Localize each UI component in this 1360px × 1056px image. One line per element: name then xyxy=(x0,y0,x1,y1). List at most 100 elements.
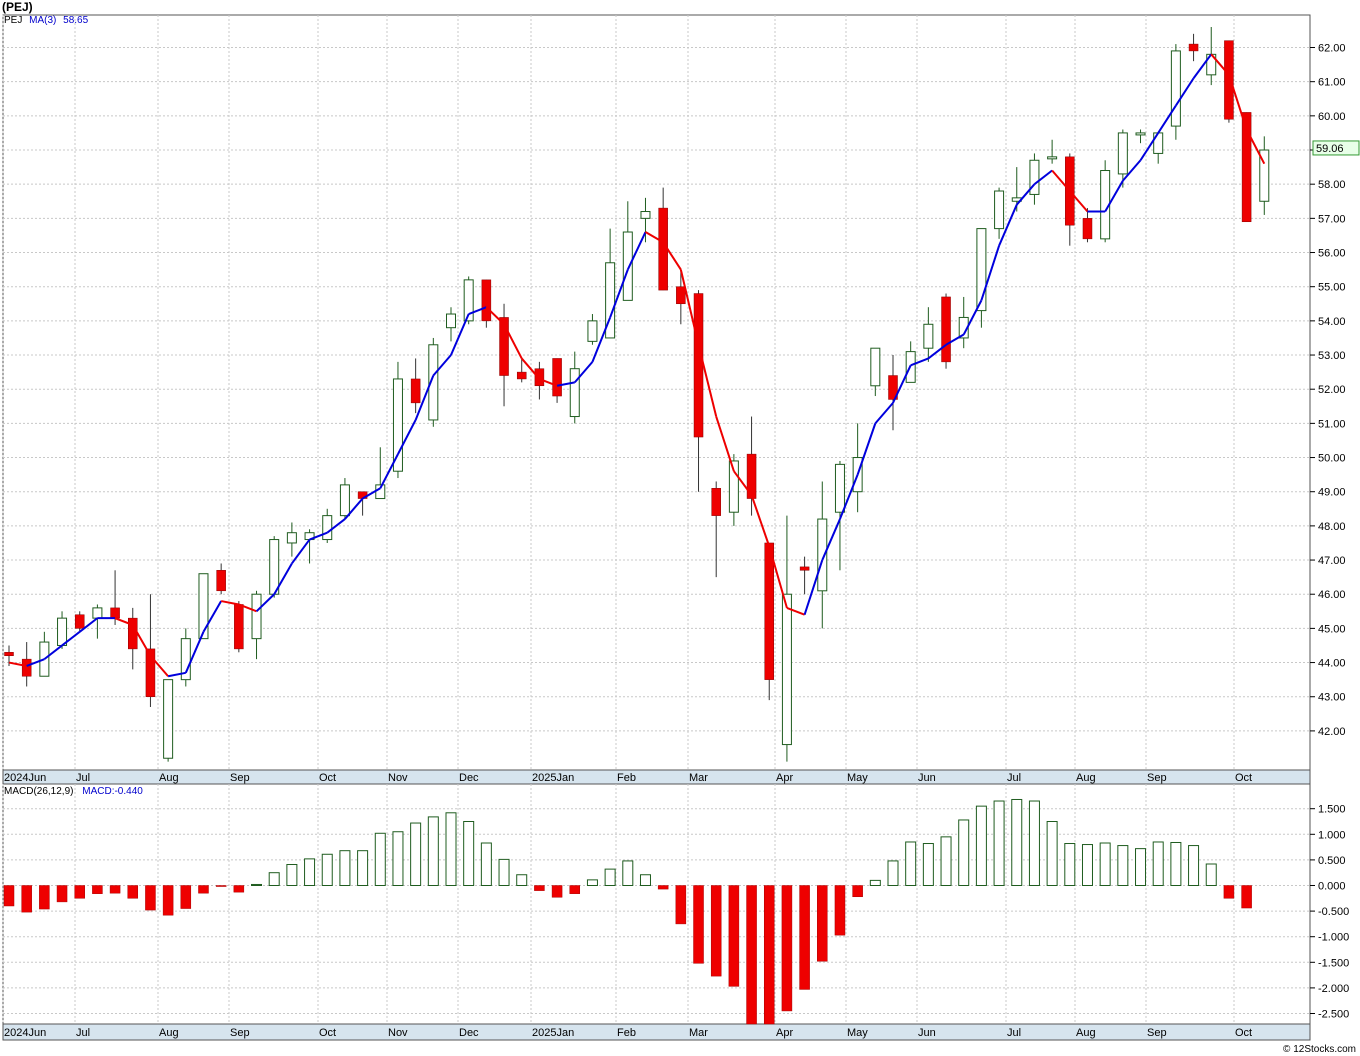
macd-bar-positive xyxy=(427,816,439,887)
ma-label: MA(3) xyxy=(29,15,57,26)
candle-body-down xyxy=(74,614,85,629)
macd-bar-negative xyxy=(92,885,103,894)
macd-bar-negative xyxy=(180,885,192,909)
macd-bar-positive xyxy=(1028,800,1040,887)
macd-bar-positive xyxy=(993,800,1005,887)
price-x-axis-band xyxy=(2,769,1311,785)
macd-y-tick-label: 1.500 xyxy=(1318,804,1346,816)
macd-x-tick-label: Nov xyxy=(388,1027,408,1039)
macd-x-tick-label: Aug xyxy=(159,1027,179,1039)
price-y-tick-label: 58.00 xyxy=(1318,179,1346,191)
macd-bar-positive xyxy=(604,868,616,887)
price-y-tick-label: 48.00 xyxy=(1318,521,1346,533)
macd-bar-negative xyxy=(74,885,85,899)
price-y-tick-label: 43.00 xyxy=(1318,692,1346,704)
macd-bar-negative xyxy=(1223,885,1235,899)
ma-segment xyxy=(432,354,452,377)
macd-bar-negative xyxy=(569,885,581,894)
ma-segment xyxy=(414,375,435,421)
candle-body-down xyxy=(110,607,120,619)
macd-bar-negative xyxy=(162,885,174,916)
macd-panel xyxy=(2,783,1311,1025)
candle-body-down xyxy=(1241,112,1252,223)
ma-segment xyxy=(574,361,594,384)
ma-segment xyxy=(79,617,99,633)
ma-segment xyxy=(750,494,771,547)
price-x-tick-label: Dec xyxy=(459,772,479,784)
ma-segment xyxy=(1157,105,1177,134)
price-x-tick-label: 2025Jan xyxy=(532,772,574,784)
macd-bar-negative xyxy=(710,885,722,977)
ma-segment xyxy=(626,231,647,271)
macd-bar-positive xyxy=(1011,798,1023,887)
ma-segment xyxy=(43,644,63,660)
price-y-tick-label: 62.00 xyxy=(1318,43,1346,55)
ma-segment xyxy=(591,317,612,363)
macd-bar-positive xyxy=(1205,863,1217,886)
ma-segment xyxy=(1245,129,1266,165)
ma-segment xyxy=(839,474,859,520)
macd-x-tick-label: Oct xyxy=(319,1027,336,1039)
price-y-tick-label: 46.00 xyxy=(1318,589,1346,601)
macd-y-tick-label: 1.000 xyxy=(1318,829,1346,841)
macd-bar-positive xyxy=(463,821,475,886)
candle-body-down xyxy=(799,566,810,571)
ma-segment xyxy=(1227,74,1248,130)
macd-x-tick-label: Aug xyxy=(1076,1027,1096,1039)
ma-line-group xyxy=(8,53,1266,678)
macd-bar-positive xyxy=(339,850,351,887)
macd-bar-positive xyxy=(905,841,917,886)
macd-bar-positive xyxy=(958,819,970,886)
ma-segment xyxy=(733,470,753,496)
candle-body-up xyxy=(92,607,103,619)
candle-body-down xyxy=(1082,218,1093,240)
ma-segment xyxy=(609,269,629,318)
macd-y-tick-label: -1.500 xyxy=(1318,957,1349,969)
macd-bar-positive xyxy=(374,832,386,886)
candle-body-up xyxy=(994,190,1005,230)
ma-segment xyxy=(874,402,894,425)
candle-body-down xyxy=(516,371,527,380)
price-x-tick-label: Sep xyxy=(230,772,250,784)
ma-segment xyxy=(220,600,240,606)
macd-bar-negative xyxy=(198,885,209,894)
candle-body-up xyxy=(781,593,792,746)
candle-body-down xyxy=(216,570,226,592)
macd-x-tick-label: 2024Jun xyxy=(4,1027,46,1039)
macd-bar-positive xyxy=(1135,848,1147,886)
candle-body-down xyxy=(21,658,32,677)
macd-bar-negative xyxy=(233,885,245,893)
price-x-tick-label: Nov xyxy=(388,772,408,784)
macd-bar-positive xyxy=(357,850,369,887)
candle-body-up xyxy=(428,344,439,421)
ma-segment xyxy=(8,661,27,667)
price-y-tick-label: 54.00 xyxy=(1318,316,1346,328)
candle-body-down xyxy=(145,648,156,697)
candle-body-up xyxy=(923,323,934,349)
price-y-tick-label: 47.00 xyxy=(1318,555,1346,567)
macd-x-axis-band xyxy=(2,1023,1311,1041)
candle-body-down xyxy=(534,368,545,387)
candle-body-up xyxy=(1259,149,1270,202)
ma-segment xyxy=(326,518,346,534)
macd-bar-positive xyxy=(392,831,404,886)
candle-body-down xyxy=(481,279,492,322)
candle-body-up xyxy=(587,320,598,342)
macd-bar-positive xyxy=(1046,821,1058,886)
ma-segment xyxy=(61,631,81,647)
macd-y-tick-label: -2.000 xyxy=(1318,983,1349,995)
macd-bar-negative xyxy=(693,885,704,964)
macd-bar-positive xyxy=(940,836,952,886)
ma-segment xyxy=(202,600,223,633)
ma-segment xyxy=(255,593,275,613)
candle-body-up xyxy=(976,228,987,312)
price-y-tick-label: 61.00 xyxy=(1318,77,1346,89)
ma-segment xyxy=(26,658,45,667)
candle-body-up xyxy=(322,515,333,541)
candle-body-up xyxy=(622,231,633,301)
macd-y-tick-label: -0.500 xyxy=(1318,906,1349,918)
macd-bar-negative xyxy=(145,885,156,911)
price-y-tick-label: 49.00 xyxy=(1318,487,1346,499)
last-price-label: 59.06 xyxy=(1316,143,1344,155)
macd-x-tick-label: Dec xyxy=(459,1027,479,1039)
